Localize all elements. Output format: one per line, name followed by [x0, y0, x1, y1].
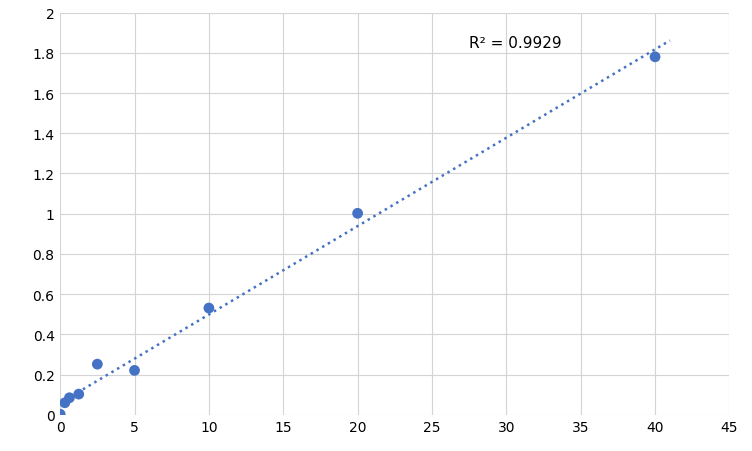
Text: R² = 0.9929: R² = 0.9929	[469, 36, 562, 51]
Point	[63, 394, 75, 401]
Point	[129, 367, 141, 374]
Point	[73, 391, 85, 398]
Point	[649, 54, 661, 61]
Point	[352, 210, 364, 217]
Point	[59, 399, 71, 406]
Point	[91, 361, 103, 368]
Point	[54, 411, 66, 418]
Point	[203, 305, 215, 312]
